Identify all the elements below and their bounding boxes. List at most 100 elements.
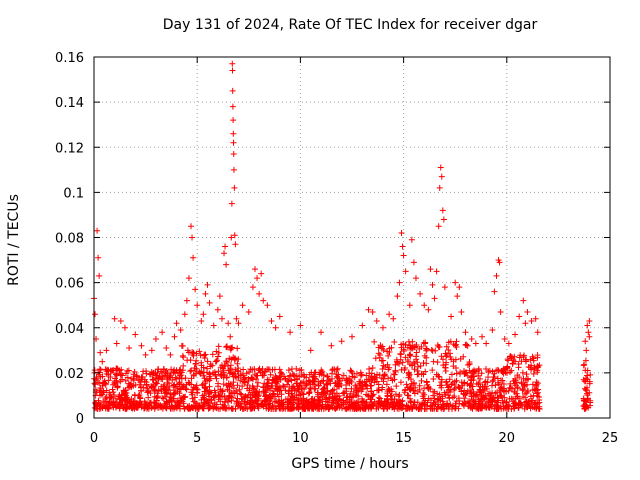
density-point <box>267 387 274 394</box>
data-point <box>254 275 261 282</box>
density-point <box>391 405 398 412</box>
data-point <box>338 338 345 345</box>
density-point <box>192 368 199 375</box>
density-point <box>392 391 399 398</box>
density-point <box>442 364 449 371</box>
density-point <box>399 359 406 366</box>
density-point <box>254 379 261 386</box>
density-point <box>193 385 200 392</box>
density-point <box>418 377 425 384</box>
data-point <box>171 333 178 340</box>
density-point <box>208 397 215 404</box>
density-point <box>397 350 404 357</box>
density-point <box>480 396 487 403</box>
density-point <box>249 375 256 382</box>
density-point <box>480 393 487 400</box>
density-point <box>371 398 378 405</box>
density-point <box>322 405 329 412</box>
density-point <box>423 346 430 353</box>
data-point <box>458 308 465 315</box>
density-point <box>223 396 230 403</box>
density-point <box>493 405 500 412</box>
density-point <box>190 352 197 359</box>
density-point <box>340 401 347 408</box>
density-point <box>494 389 501 396</box>
density-point <box>497 403 504 410</box>
density-point <box>483 395 490 402</box>
density-point <box>340 372 347 379</box>
density-point <box>172 374 179 381</box>
data-point <box>493 272 500 279</box>
density-point <box>147 390 154 397</box>
density-point <box>510 357 517 364</box>
density-point <box>432 401 439 408</box>
density-point <box>407 383 414 390</box>
grid-lines <box>94 57 610 418</box>
density-point <box>432 347 439 354</box>
density-point <box>191 365 198 372</box>
data-point <box>229 87 236 94</box>
density-point <box>443 403 450 410</box>
density-point <box>320 385 327 392</box>
density-point <box>282 375 289 382</box>
density-point <box>300 378 307 385</box>
density-point <box>312 369 319 376</box>
density-point <box>423 402 430 409</box>
density-point <box>359 379 366 386</box>
density-point <box>349 373 356 380</box>
density-point <box>119 372 126 379</box>
density-point <box>523 389 530 396</box>
density-point <box>436 382 443 389</box>
density-point <box>587 397 594 404</box>
density-point <box>512 382 519 389</box>
density-point <box>266 404 273 411</box>
density-point <box>385 352 392 359</box>
density-point <box>152 387 159 394</box>
density-point <box>160 403 167 410</box>
density-point <box>385 399 392 406</box>
density-point <box>211 387 218 394</box>
data-point <box>183 297 190 304</box>
density-point <box>99 404 106 411</box>
data-point <box>373 317 380 324</box>
density-point <box>531 365 538 372</box>
density-point <box>414 359 421 366</box>
density-point <box>172 384 179 391</box>
density-point <box>207 396 214 403</box>
density-point <box>396 391 403 398</box>
density-point <box>510 396 517 403</box>
data-point <box>501 336 508 343</box>
density-point <box>204 358 211 365</box>
data-point <box>92 311 99 318</box>
density-point <box>113 372 120 379</box>
density-point <box>384 392 391 399</box>
density-point <box>469 383 476 390</box>
density-point <box>442 367 449 374</box>
density-point <box>105 371 112 378</box>
density-point <box>509 360 516 367</box>
x-tick-label: 15 <box>395 431 412 446</box>
plot-frame <box>93 56 611 419</box>
density-point <box>423 347 430 354</box>
density-point <box>197 352 204 359</box>
density-point <box>212 371 219 378</box>
density-point <box>443 343 450 350</box>
density-point <box>460 391 467 398</box>
data-point <box>462 329 469 336</box>
density-point <box>485 374 492 381</box>
density-point <box>234 390 241 397</box>
density-point <box>507 353 514 360</box>
density-point <box>509 385 516 392</box>
data-point <box>95 254 102 261</box>
density-point <box>420 339 427 346</box>
data-point <box>230 166 237 173</box>
data-point <box>421 302 428 309</box>
density-point <box>100 398 107 405</box>
density-point <box>350 388 357 395</box>
density-point <box>408 405 415 412</box>
density-point <box>420 359 427 366</box>
density-point <box>166 383 173 390</box>
x-tick-label: 0 <box>90 431 98 446</box>
density-point <box>278 369 285 376</box>
density-point <box>215 368 222 375</box>
